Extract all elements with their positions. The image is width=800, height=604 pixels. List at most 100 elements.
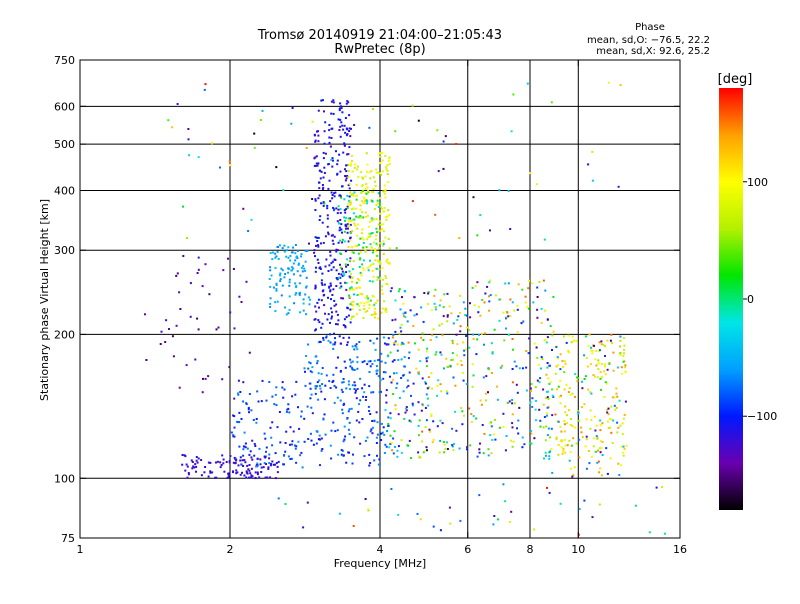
data-point — [345, 170, 348, 173]
data-point — [347, 246, 350, 248]
data-point — [387, 337, 390, 340]
data-point — [418, 419, 421, 422]
data-point — [334, 259, 337, 261]
data-point — [563, 438, 566, 441]
data-point — [291, 251, 294, 254]
data-point — [315, 155, 318, 158]
stats-line-x: mean, sd,X: 92.6, 25.2 — [596, 46, 710, 57]
data-point — [504, 500, 507, 503]
data-point — [300, 410, 303, 413]
data-point — [512, 440, 515, 443]
data-point — [622, 451, 625, 454]
data-point — [252, 419, 255, 421]
data-point — [392, 437, 395, 440]
data-point — [178, 291, 181, 294]
data-point — [281, 247, 284, 250]
data-point — [311, 366, 314, 369]
data-point — [307, 296, 310, 299]
data-point — [620, 464, 623, 467]
data-point — [351, 308, 354, 311]
data-point — [341, 449, 344, 452]
data-point — [472, 374, 475, 377]
data-point — [464, 307, 467, 310]
data-point — [317, 236, 320, 239]
data-point — [315, 385, 318, 388]
data-point — [165, 319, 168, 322]
data-point — [323, 283, 326, 286]
data-point — [245, 403, 248, 406]
data-point — [337, 205, 340, 208]
data-point — [555, 365, 558, 368]
data-point — [393, 430, 396, 433]
data-point — [282, 189, 285, 192]
data-point — [325, 335, 328, 338]
data-point — [581, 436, 584, 438]
data-point — [197, 156, 200, 159]
data-point — [578, 507, 581, 510]
data-point — [347, 314, 350, 317]
data-point — [388, 262, 391, 265]
data-point — [564, 444, 567, 447]
data-point — [347, 383, 350, 386]
data-point — [491, 352, 494, 355]
data-point — [339, 118, 342, 121]
data-point — [442, 140, 445, 143]
data-point — [337, 272, 340, 275]
data-point — [363, 383, 366, 386]
data-point — [245, 280, 248, 283]
data-point — [301, 270, 304, 273]
data-point — [396, 449, 399, 452]
data-point — [425, 360, 428, 363]
data-point — [414, 342, 416, 345]
data-point — [222, 458, 225, 461]
data-point — [209, 461, 212, 464]
data-point — [456, 318, 459, 321]
data-point — [366, 200, 369, 203]
data-point — [250, 456, 253, 459]
data-point — [305, 355, 308, 357]
data-point — [536, 316, 539, 319]
data-point — [285, 313, 288, 316]
data-point — [445, 357, 448, 360]
data-point — [394, 340, 397, 343]
data-point — [402, 374, 405, 377]
data-point — [186, 465, 189, 468]
data-point — [358, 266, 361, 268]
data-point — [368, 171, 371, 174]
data-point — [340, 105, 342, 108]
data-point — [336, 159, 339, 162]
data-point — [398, 288, 401, 291]
data-point — [361, 176, 364, 179]
data-point — [465, 383, 468, 385]
data-point — [462, 341, 465, 344]
data-point — [388, 214, 391, 216]
data-point — [330, 234, 333, 237]
data-point — [446, 365, 449, 368]
data-point — [219, 466, 222, 469]
data-point — [433, 294, 436, 297]
data-point — [195, 456, 198, 458]
data-point — [420, 306, 423, 309]
data-point — [353, 381, 356, 384]
data-point — [417, 371, 420, 374]
data-point — [431, 441, 434, 444]
data-point — [344, 281, 347, 284]
data-point — [357, 243, 360, 246]
data-point — [303, 367, 306, 370]
data-point — [341, 231, 343, 234]
data-point — [186, 237, 189, 239]
data-point — [362, 395, 365, 398]
data-point — [405, 409, 408, 412]
data-point — [382, 242, 385, 245]
data-point — [403, 417, 406, 420]
data-point — [596, 436, 599, 439]
data-point — [344, 250, 347, 253]
data-point — [319, 215, 322, 218]
data-point — [386, 258, 389, 261]
data-point — [624, 364, 627, 367]
data-point — [552, 295, 555, 298]
data-point — [430, 309, 433, 312]
data-point — [489, 434, 492, 437]
data-point — [316, 164, 319, 167]
data-point — [279, 274, 281, 277]
